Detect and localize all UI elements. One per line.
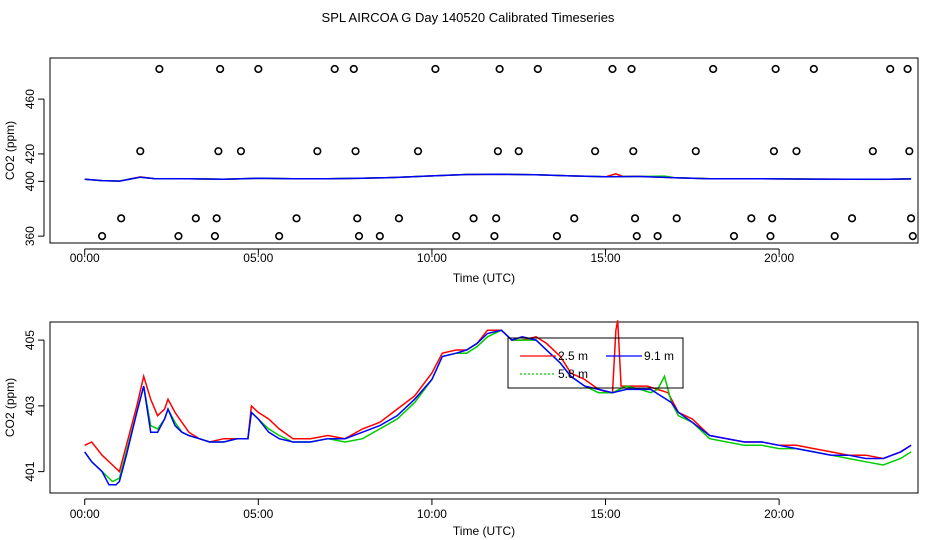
y-tick-label: 360 bbox=[23, 226, 37, 246]
calibration-point bbox=[591, 147, 600, 156]
calibration-point bbox=[212, 214, 221, 223]
calibration-point bbox=[771, 64, 780, 74]
y-tick-label: 400 bbox=[23, 171, 37, 191]
calibration-point bbox=[191, 214, 200, 223]
calibration-point bbox=[905, 147, 914, 156]
x-tick-label: 15:00 bbox=[591, 251, 621, 265]
calibration-point bbox=[769, 147, 779, 156]
x-tick-label: 15:00 bbox=[591, 507, 621, 521]
legend-label: 9.1 m bbox=[644, 349, 674, 363]
x-tick-label: 10:00 bbox=[417, 507, 447, 521]
y-axis-label: CO2 (ppm) bbox=[3, 121, 17, 180]
calibration-point bbox=[908, 232, 917, 241]
calibration-point bbox=[766, 232, 775, 241]
calibration-point bbox=[275, 232, 284, 241]
calibration-point bbox=[729, 232, 739, 241]
series-line-5-8-m bbox=[84, 173, 912, 182]
legend-label: 2.5 m bbox=[558, 349, 588, 363]
plot-frame bbox=[49, 57, 919, 244]
calibration-point bbox=[413, 147, 423, 156]
calibration-point bbox=[490, 232, 499, 241]
calibration-point bbox=[903, 64, 912, 74]
calibration-point bbox=[330, 64, 339, 74]
calibration-point bbox=[627, 64, 636, 74]
calibration-point bbox=[452, 232, 461, 241]
calibration-point bbox=[495, 64, 504, 74]
calibration-point bbox=[351, 147, 360, 156]
series-line-5-8-m bbox=[84, 329, 912, 483]
series-line-9-1-m bbox=[84, 173, 912, 182]
calibration-point bbox=[254, 64, 263, 74]
calibration-point bbox=[117, 214, 126, 223]
calibration-point bbox=[653, 232, 662, 241]
x-tick-label: 00:00 bbox=[70, 251, 100, 265]
calibration-point bbox=[886, 64, 895, 74]
calibration-point bbox=[136, 147, 145, 156]
calibration-point bbox=[354, 232, 364, 241]
calibration-point bbox=[514, 147, 523, 156]
calibration-point bbox=[847, 214, 857, 223]
y-axis-label: CO2 (ppm) bbox=[3, 378, 17, 437]
x-tick-label: 05:00 bbox=[243, 507, 273, 521]
x-tick-label: 05:00 bbox=[243, 251, 273, 265]
x-axis-label: Time (UTC) bbox=[453, 524, 515, 538]
calibration-point bbox=[830, 232, 839, 241]
calibration-point bbox=[709, 64, 718, 74]
calibration-point bbox=[292, 214, 301, 223]
x-axis-label: Time (UTC) bbox=[453, 271, 515, 285]
calibration-point bbox=[394, 214, 404, 223]
series-line-9-1-m bbox=[84, 329, 912, 486]
x-tick-label: 10:00 bbox=[417, 251, 447, 265]
calibration-point bbox=[868, 147, 877, 156]
calibration-point bbox=[349, 64, 358, 74]
calibration-point bbox=[768, 214, 777, 223]
calibration-point bbox=[493, 147, 502, 156]
calibration-point bbox=[691, 147, 700, 156]
y-tick-label: 403 bbox=[23, 396, 37, 416]
x-tick-label: 00:00 bbox=[70, 507, 100, 521]
x-tick-label: 20:00 bbox=[764, 507, 794, 521]
calibration-point bbox=[236, 147, 246, 156]
legend-label: 5.8 m bbox=[558, 367, 588, 381]
calibration-point bbox=[629, 147, 638, 156]
calibration-point bbox=[809, 64, 818, 74]
legend-box bbox=[507, 337, 684, 389]
calibration-point bbox=[792, 147, 801, 156]
calibration-point bbox=[155, 64, 164, 74]
calibration-point bbox=[632, 232, 641, 241]
calibration-point bbox=[353, 214, 362, 223]
y-tick-label: 420 bbox=[23, 144, 37, 164]
y-tick-label: 401 bbox=[23, 461, 37, 481]
calibration-point bbox=[216, 64, 225, 74]
calibration-point bbox=[469, 214, 478, 223]
calibration-point bbox=[210, 232, 220, 241]
calibration-point bbox=[906, 214, 916, 223]
calibration-point bbox=[313, 147, 322, 156]
calibration-point bbox=[552, 232, 562, 241]
calibration-point bbox=[747, 214, 756, 223]
bottom-chart: 00:00 05:00 10:00 15:00 20:00 Time (UTC) 401 40… bbox=[3, 320, 919, 538]
figure-title: SPL AIRCOA G Day 140520 Calibrated Times… bbox=[322, 10, 615, 25]
calibration-point bbox=[533, 64, 542, 74]
x-tick-label: 20:00 bbox=[764, 251, 794, 265]
calibration-point bbox=[672, 214, 681, 223]
calibration-point bbox=[630, 214, 640, 223]
plot-frame bbox=[49, 321, 919, 494]
calibration-point bbox=[375, 232, 384, 241]
y-tick-label: 405 bbox=[23, 330, 37, 350]
calibration-point bbox=[97, 232, 107, 241]
calibration-point bbox=[174, 232, 183, 241]
calibration-point bbox=[608, 64, 617, 74]
calibration-point bbox=[214, 147, 223, 156]
top-chart: 00:00 05:00 10:00 15:00 20:00 Time (UTC) 360 40… bbox=[3, 57, 919, 285]
y-tick-label: 460 bbox=[23, 89, 37, 109]
calibration-point bbox=[431, 64, 440, 74]
calibration-point bbox=[570, 214, 579, 223]
calibration-point bbox=[492, 214, 501, 223]
